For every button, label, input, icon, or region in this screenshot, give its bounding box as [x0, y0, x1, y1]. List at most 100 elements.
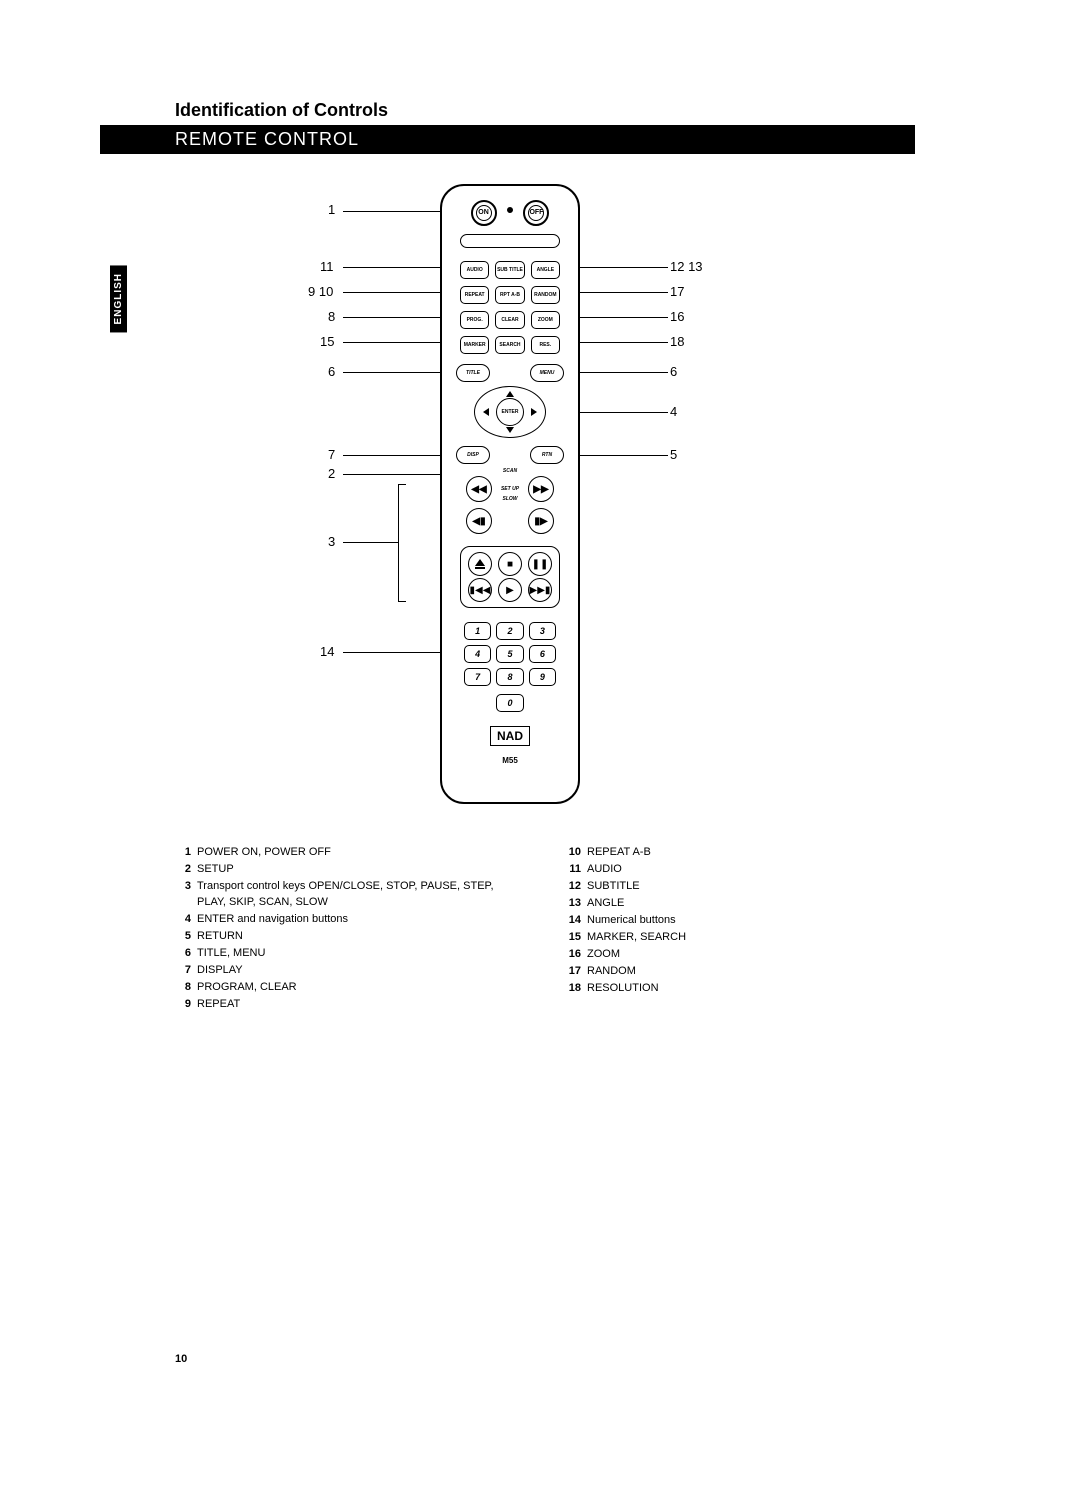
- num-0-button[interactable]: 0: [496, 694, 524, 712]
- legend-text: MARKER, SEARCH: [587, 929, 915, 945]
- callout-line: [566, 455, 668, 456]
- callout-line: [566, 372, 668, 373]
- callout-17: 17: [670, 284, 684, 299]
- legend-text: TITLE, MENU: [197, 945, 525, 961]
- legend-text: ZOOM: [587, 946, 915, 962]
- callout-14: 14: [320, 644, 334, 659]
- remote-inner: ON OFF AUDIO SUB TITLE ANGLE REPEAT RPT …: [442, 186, 578, 802]
- callout-18: 18: [670, 334, 684, 349]
- callout-2: 2: [328, 466, 335, 481]
- legend-text: RETURN: [197, 928, 525, 944]
- callout-5: 5: [670, 447, 677, 462]
- num-5-button[interactable]: 5: [496, 645, 523, 663]
- slow-back-button[interactable]: ◀▮: [466, 508, 492, 534]
- legend-text: SETUP: [197, 861, 525, 877]
- zoom-button[interactable]: ZOOM: [531, 311, 560, 329]
- rpt-ab-button[interactable]: RPT A-B: [495, 286, 524, 304]
- nav-up-icon[interactable]: [506, 391, 514, 397]
- play-button[interactable]: ▶: [498, 578, 522, 602]
- rtn-button[interactable]: RTN: [530, 446, 564, 464]
- legend-number: 10: [565, 844, 587, 860]
- legend-text: Numerical buttons: [587, 912, 915, 928]
- legend-row: 10REPEAT A-B: [565, 844, 915, 860]
- legend-row: 14Numerical buttons: [565, 912, 915, 928]
- setup-slot[interactable]: [460, 234, 560, 248]
- num-1-button[interactable]: 1: [464, 622, 491, 640]
- callout-16: 16: [670, 309, 684, 324]
- setup-label: SET UP: [499, 486, 521, 493]
- button-row-1: AUDIO SUB TITLE ANGLE: [460, 261, 560, 279]
- eject-button[interactable]: [468, 552, 492, 576]
- num-9-button[interactable]: 9: [529, 668, 556, 686]
- repeat-button[interactable]: REPEAT: [460, 286, 489, 304]
- callout-bracket: [398, 484, 406, 602]
- num-8-button[interactable]: 8: [496, 668, 523, 686]
- legend-text: RESOLUTION: [587, 980, 915, 996]
- marker-button[interactable]: MARKER: [460, 336, 489, 354]
- legend-number: 1: [175, 844, 197, 860]
- legend-right-col: 10REPEAT A-B11AUDIO12SUBTITLE13ANGLE14Nu…: [565, 844, 915, 1013]
- transport-box: ■ ❚❚ ▮◀◀ ▶ ▶▶▮: [460, 546, 560, 608]
- angle-button[interactable]: ANGLE: [531, 261, 560, 279]
- on-label: ON: [478, 209, 489, 216]
- num-3-button[interactable]: 3: [529, 622, 556, 640]
- button-row-3: PROG. CLEAR ZOOM: [460, 311, 560, 329]
- enter-button[interactable]: ENTER: [496, 398, 524, 426]
- nav-right-icon[interactable]: [531, 408, 537, 416]
- num-4-button[interactable]: 4: [464, 645, 491, 663]
- search-button[interactable]: SEARCH: [495, 336, 524, 354]
- legend-number: 17: [565, 963, 587, 979]
- legend-text: REPEAT: [197, 996, 525, 1012]
- legend-row: 8PROGRAM, CLEAR: [175, 979, 525, 995]
- skip-back-button[interactable]: ▮◀◀: [468, 578, 492, 602]
- callout-12-13: 12 13: [670, 259, 703, 274]
- nav-ring[interactable]: ENTER: [474, 386, 546, 438]
- skip-fwd-button[interactable]: ▶▶▮: [528, 578, 552, 602]
- legend-row: 15MARKER, SEARCH: [565, 929, 915, 945]
- callout-6-right: 6: [670, 364, 677, 379]
- slow-fwd-button[interactable]: ▮▶: [528, 508, 554, 534]
- stop-button[interactable]: ■: [498, 552, 522, 576]
- num-7-button[interactable]: 7: [464, 668, 491, 686]
- prog-button[interactable]: PROG.: [460, 311, 489, 329]
- disp-rtn-row: DISP RTN: [456, 446, 564, 464]
- callout-line: [343, 372, 453, 373]
- legend-number: 5: [175, 928, 197, 944]
- pause-button[interactable]: ❚❚: [528, 552, 552, 576]
- callout-8: 8: [328, 309, 335, 324]
- page: Identification of Controls REMOTE CONTRO…: [0, 0, 1080, 1425]
- section-heading: Identification of Controls: [175, 100, 915, 121]
- slow-label: SLOW: [442, 496, 578, 502]
- disp-button[interactable]: DISP: [456, 446, 490, 464]
- clear-button[interactable]: CLEAR: [495, 311, 524, 329]
- nav-left-icon[interactable]: [483, 408, 489, 416]
- title-button[interactable]: TITLE: [456, 364, 490, 382]
- subtitle-button[interactable]: SUB TITLE: [495, 261, 524, 279]
- legend-text: Transport control keys OPEN/CLOSE, STOP,…: [197, 878, 525, 910]
- power-row: ON OFF: [442, 200, 578, 226]
- res-button[interactable]: RES.: [531, 336, 560, 354]
- legend-number: 14: [565, 912, 587, 928]
- legend-number: 13: [565, 895, 587, 911]
- legend-text: SUBTITLE: [587, 878, 915, 894]
- num-6-button[interactable]: 6: [529, 645, 556, 663]
- legend-number: 6: [175, 945, 197, 961]
- legend-text: AUDIO: [587, 861, 915, 877]
- menu-button[interactable]: MENU: [530, 364, 564, 382]
- legend-number: 16: [565, 946, 587, 962]
- legend-text: PROGRAM, CLEAR: [197, 979, 525, 995]
- num-2-button[interactable]: 2: [496, 622, 523, 640]
- legend-row: 18RESOLUTION: [565, 980, 915, 996]
- callout-line: [343, 455, 453, 456]
- callout-15: 15: [320, 334, 334, 349]
- legend-number: 15: [565, 929, 587, 945]
- legend-row: 4ENTER and navigation buttons: [175, 911, 525, 927]
- legend-text: RANDOM: [587, 963, 915, 979]
- legend-text: DISPLAY: [197, 962, 525, 978]
- audio-button[interactable]: AUDIO: [460, 261, 489, 279]
- random-button[interactable]: RANDOM: [531, 286, 560, 304]
- on-button[interactable]: ON: [471, 200, 497, 226]
- off-button[interactable]: OFF: [523, 200, 549, 226]
- nav-down-icon[interactable]: [506, 427, 514, 433]
- legend-number: 8: [175, 979, 197, 995]
